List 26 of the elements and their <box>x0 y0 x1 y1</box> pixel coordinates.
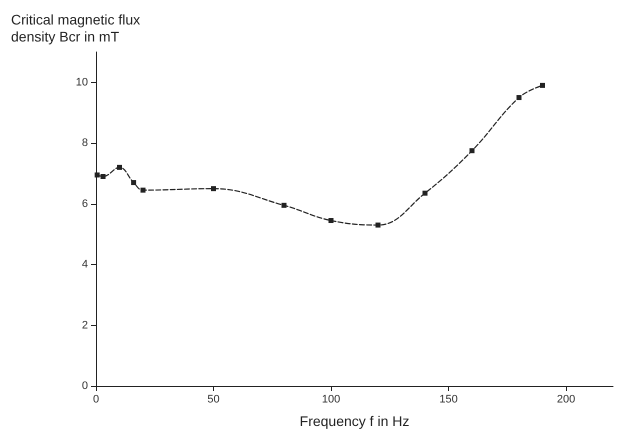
y-tick-label: 6 <box>82 198 88 210</box>
y-axis-title: Critical magnetic flux density Bcr in mT <box>11 12 144 44</box>
point <box>100 174 106 179</box>
point <box>140 188 146 193</box>
point <box>376 222 380 228</box>
x-axis-title: Frequency f in Hz <box>300 413 410 429</box>
point <box>117 164 122 170</box>
y-tick-label: 4 <box>82 258 88 271</box>
x-tick-label: 150 <box>439 394 458 406</box>
point <box>540 82 545 88</box>
x-tick-label: 200 <box>556 394 576 406</box>
y-tick-label: 8 <box>82 137 88 150</box>
point <box>94 172 100 178</box>
y-tick-label: 2 <box>82 319 88 332</box>
x-tick-label: 0 <box>92 394 100 406</box>
point <box>516 95 522 100</box>
point <box>211 186 216 192</box>
x-tick-label: 100 <box>322 394 340 406</box>
point <box>282 202 286 208</box>
x-tick-label: 50 <box>207 394 220 406</box>
point <box>131 180 136 186</box>
y-tick-label: 10 <box>76 76 88 88</box>
point <box>470 148 474 154</box>
point <box>328 218 334 224</box>
y-tick-label: 0 <box>82 380 88 392</box>
point <box>422 190 428 196</box>
